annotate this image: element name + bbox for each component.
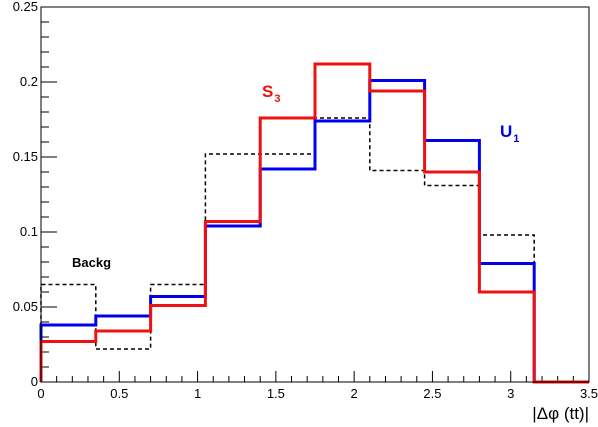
series-label-s: S3 <box>262 82 280 105</box>
y-tick-label: 0 <box>31 374 38 389</box>
x-tick-label: 2.5 <box>423 386 441 401</box>
series-line-s <box>39 62 589 384</box>
series-lines <box>39 62 589 384</box>
axis-tick-labels: 0 0.5 1 1.5 2 2.5 3 3.5 0 0.05 0.1 0.15 0.2 0.25 <box>13 0 598 401</box>
plot-frame <box>40 6 590 383</box>
y-tick-label: 0.2 <box>20 74 38 89</box>
series-labels: Backg U1 S3 <box>72 82 519 270</box>
x-tick-label: 3 <box>507 386 514 401</box>
x-tick-label: 0 <box>37 386 44 401</box>
x-tick-label: 1.5 <box>267 386 285 401</box>
y-tick-label: 0.15 <box>13 149 38 164</box>
y-tick-label: 0.05 <box>13 299 38 314</box>
axis-ticks <box>40 6 590 383</box>
x-axis-title: |Δφ (tt)| <box>532 404 589 423</box>
x-tick-label: 2 <box>351 386 358 401</box>
x-tick-label: 1 <box>194 386 201 401</box>
x-tick-label: 0.5 <box>110 386 128 401</box>
y-tick-label: 0.25 <box>13 0 38 14</box>
series-label-u: U1 <box>500 122 519 145</box>
x-tick-label: 3.5 <box>580 386 598 401</box>
series-label-backg: Backg <box>72 255 111 270</box>
y-tick-label: 0.1 <box>20 224 38 239</box>
